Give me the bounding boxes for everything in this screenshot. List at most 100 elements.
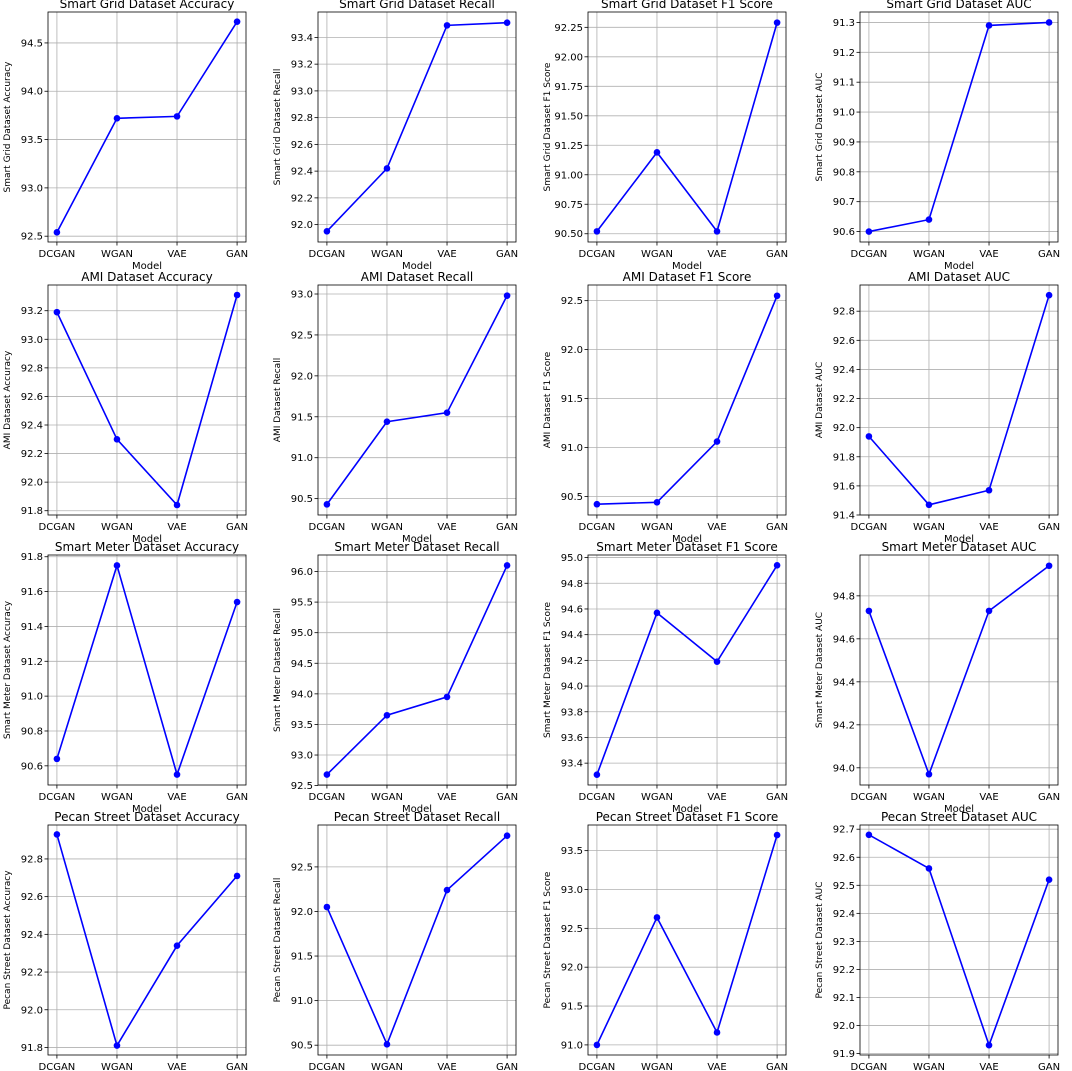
y-axis-label: AMI Dataset Accuracy	[3, 350, 13, 449]
x-tick-label: GAN	[226, 522, 248, 533]
y-tick-label: 92.8	[21, 363, 43, 374]
y-axis-label: Pecan Street Dataset AUC	[815, 881, 825, 998]
y-tick-label: 92.3	[833, 937, 855, 948]
data-point	[714, 228, 721, 235]
y-tick-label: 93.0	[291, 86, 313, 97]
y-tick-label: 93.5	[561, 846, 583, 857]
data-point	[926, 216, 933, 223]
y-tick-label: 90.5	[561, 492, 583, 503]
data-point	[594, 228, 601, 235]
x-tick-label: VAE	[979, 249, 998, 260]
y-tick-label: 96.0	[291, 567, 313, 578]
y-tick-label: 91.5	[561, 394, 583, 405]
y-tick-label: 92.6	[833, 853, 855, 864]
series-line	[597, 296, 777, 504]
y-tick-label: 92.4	[833, 365, 855, 376]
y-tick-label: 92.2	[291, 193, 313, 204]
y-tick-label: 90.75	[554, 200, 583, 211]
y-tick-label: 90.7	[833, 197, 855, 208]
y-tick-label: 92.0	[21, 1005, 43, 1016]
x-tick-label: WGAN	[371, 1062, 403, 1071]
y-tick-label: 92.25	[554, 23, 583, 34]
y-tick-label: 91.0	[833, 108, 855, 119]
data-point	[324, 228, 331, 235]
x-tick-label: VAE	[437, 522, 456, 533]
y-tick-label: 90.8	[21, 726, 43, 737]
y-tick-label: 92.00	[554, 52, 583, 63]
y-axis-label: Pecan Street Dataset Accuracy	[3, 870, 13, 1010]
y-axis-label: Smart Meter Dataset AUC	[815, 612, 825, 728]
x-tick-label: WGAN	[101, 1062, 133, 1071]
y-tick-label: 91.75	[554, 82, 583, 93]
plot-area	[588, 285, 786, 515]
y-tick-label: 92.5	[561, 924, 583, 935]
data-point	[54, 756, 61, 763]
y-tick-label: 93.5	[21, 135, 43, 146]
x-tick-label: VAE	[707, 1062, 726, 1071]
y-tick-label: 91.1	[833, 78, 855, 89]
y-tick-label: 90.5	[291, 494, 313, 505]
x-tick-label: GAN	[496, 792, 518, 803]
subplot: 90.591.091.592.092.593.0DCGANWGANVAEGANA…	[273, 270, 518, 545]
y-tick-label: 92.8	[21, 854, 43, 865]
data-point	[174, 771, 181, 778]
y-tick-label: 93.0	[21, 335, 43, 346]
x-tick-label: VAE	[707, 792, 726, 803]
series-line	[57, 295, 237, 505]
data-point	[774, 832, 781, 839]
y-tick-label: 92.4	[833, 909, 855, 920]
subplot: 91.091.592.092.593.093.5DCGANWGANVAEGANP…	[543, 810, 788, 1071]
plot-area	[318, 12, 516, 242]
data-point	[986, 22, 993, 29]
y-tick-label: 92.0	[833, 1021, 855, 1032]
y-tick-label: 95.5	[291, 598, 313, 609]
data-point	[324, 904, 331, 911]
subplot: 90.591.091.592.092.5DCGANWGANVAEGANAMI D…	[543, 270, 788, 545]
y-axis-label: Smart Grid Dataset AUC	[815, 73, 825, 182]
data-point	[384, 165, 391, 172]
x-tick-label: WGAN	[913, 249, 945, 260]
y-tick-label: 92.5	[291, 862, 313, 873]
y-tick-label: 94.2	[561, 656, 583, 667]
subplot: 90.5090.7591.0091.2591.5091.7592.0092.25…	[543, 0, 788, 272]
y-tick-label: 93.2	[291, 60, 313, 71]
y-tick-label: 92.2	[833, 965, 855, 976]
data-point	[324, 771, 331, 778]
x-tick-label: GAN	[226, 1062, 248, 1071]
plot-title: Smart Grid Dataset Accuracy	[60, 0, 235, 11]
series-line	[57, 22, 237, 233]
data-point	[594, 501, 601, 508]
x-tick-label: GAN	[766, 522, 788, 533]
y-tick-label: 92.7	[833, 825, 855, 836]
y-tick-label: 91.8	[21, 552, 43, 563]
y-tick-label: 90.5	[291, 1041, 313, 1052]
x-tick-label: DCGAN	[579, 522, 616, 533]
series-line	[869, 566, 1049, 775]
plot-title: Pecan Street Dataset F1 Score	[596, 810, 779, 824]
y-tick-label: 94.8	[833, 591, 855, 602]
subplot: 90.591.091.592.092.5DCGANWGANVAEGANPecan…	[273, 810, 518, 1071]
subplot: 92.593.093.594.094.595.095.596.0DCGANWGA…	[273, 540, 518, 815]
data-point	[654, 499, 661, 506]
data-point	[444, 694, 451, 701]
y-tick-label: 94.0	[291, 689, 313, 700]
y-tick-label: 94.5	[21, 38, 43, 49]
data-point	[986, 487, 993, 494]
subplot: 92.092.292.492.692.893.093.293.4DCGANWGA…	[273, 0, 518, 272]
data-point	[926, 865, 933, 872]
data-point	[174, 942, 181, 949]
y-tick-label: 92.0	[21, 478, 43, 489]
y-tick-label: 91.6	[833, 481, 855, 492]
data-point	[504, 562, 511, 569]
y-tick-label: 92.8	[291, 113, 313, 124]
x-tick-label: DCGAN	[579, 249, 616, 260]
data-point	[866, 608, 873, 615]
data-point	[384, 1041, 391, 1048]
x-tick-label: WGAN	[371, 792, 403, 803]
data-point	[866, 228, 873, 235]
x-tick-label: VAE	[437, 249, 456, 260]
y-tick-label: 92.0	[561, 963, 583, 974]
y-axis-label: AMI Dataset Recall	[273, 358, 283, 442]
x-tick-label: VAE	[437, 1062, 456, 1071]
x-tick-label: GAN	[1038, 249, 1060, 260]
